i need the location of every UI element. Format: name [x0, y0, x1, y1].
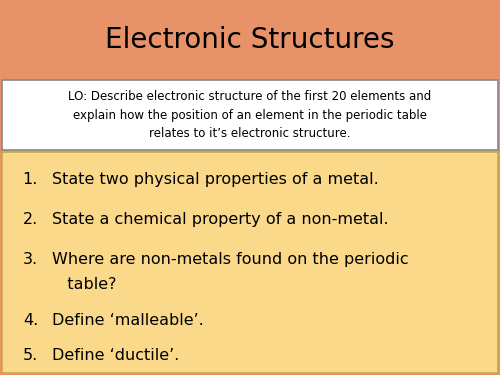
Text: Electronic Structures: Electronic Structures [105, 26, 395, 54]
Text: Where are non-metals found on the periodic
   table?: Where are non-metals found on the period… [52, 252, 408, 292]
Text: 1.: 1. [22, 172, 38, 187]
Text: Define ‘ductile’.: Define ‘ductile’. [52, 348, 179, 363]
Text: 2.: 2. [23, 212, 38, 227]
Text: State two physical properties of a metal.: State two physical properties of a metal… [52, 172, 379, 187]
Bar [2, 80, 498, 150]
Text: LO: Describe electronic structure of the first 20 elements and
explain how the p: LO: Describe electronic structure of the… [68, 90, 432, 140]
Text: 3.: 3. [23, 252, 38, 267]
Bar [2, 152, 498, 373]
Text: 4.: 4. [23, 313, 38, 328]
Text: Define ‘malleable’.: Define ‘malleable’. [52, 313, 204, 328]
Bar [0, 0, 500, 80]
Text: State a chemical property of a non-metal.: State a chemical property of a non-metal… [52, 212, 388, 227]
Text: 5.: 5. [23, 348, 38, 363]
